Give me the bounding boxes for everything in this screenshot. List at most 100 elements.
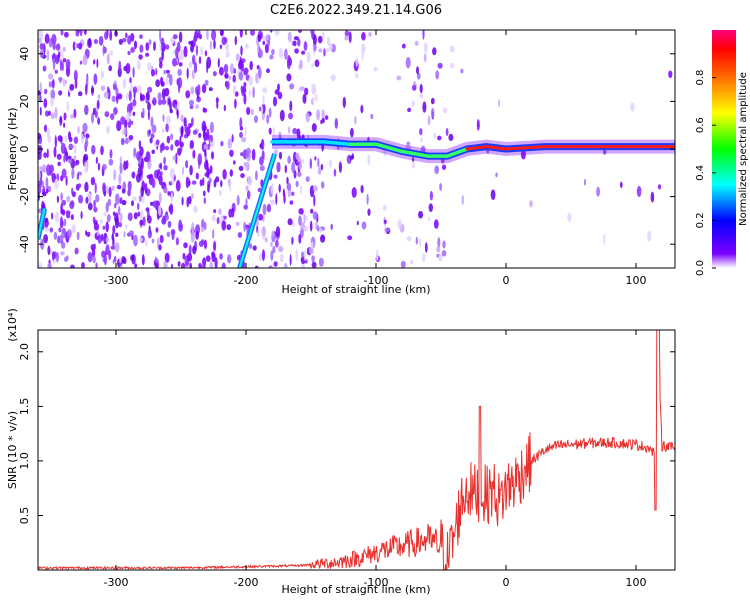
speckle-dot (198, 263, 202, 268)
speckle-dot (298, 30, 302, 33)
speckle-dot (303, 213, 306, 224)
speckle-dot (53, 146, 57, 158)
speckle-dot (53, 231, 58, 240)
speckle-dot (141, 254, 145, 266)
speckle-dot (188, 40, 194, 45)
speckle-dot (223, 63, 229, 74)
speckle-dot (439, 183, 442, 191)
speckle-dot (437, 237, 441, 248)
speckle-dot (312, 185, 318, 192)
speckle-dot (370, 113, 374, 120)
speckle-dot (251, 148, 256, 161)
snr-scale-label: (x10⁴) (6, 308, 19, 342)
speckle-dot (291, 236, 294, 245)
speckle-dot (128, 134, 134, 141)
speckle-dot (152, 200, 158, 208)
speckle-dot (298, 162, 303, 170)
speckle-dot (237, 232, 243, 238)
speckle-dot (284, 48, 288, 60)
speckle-dot (51, 78, 55, 89)
speckle-dot (269, 54, 274, 60)
speckle-dot (274, 30, 280, 36)
speckle-dot (98, 35, 104, 46)
snr-x-ticks: -300 -200 -100 0 100 (104, 330, 647, 589)
speckle-dot (234, 35, 237, 46)
speckle-dot (204, 149, 207, 157)
speckle-dot (94, 182, 97, 194)
speckle-dot (246, 227, 249, 233)
speckle-dot (71, 187, 74, 195)
speckle-dot (460, 68, 464, 74)
speckle-dot (262, 94, 265, 105)
speckle-dot (201, 83, 207, 94)
speckle-dot (122, 78, 127, 89)
speckle-dot (78, 91, 83, 97)
speckle-dot (302, 93, 307, 104)
speckle-dot (64, 31, 69, 38)
speckle-dot (150, 69, 156, 77)
speckle-dot (271, 48, 275, 56)
speckle-dot (306, 51, 311, 63)
speckle-dot (106, 86, 110, 93)
speckle-dot (49, 227, 53, 233)
speckle-dot (159, 61, 163, 69)
x-tick-label: -300 (104, 576, 129, 589)
speckle-dot (179, 48, 185, 61)
speckle-dot (161, 217, 167, 225)
speckle-dot (69, 201, 75, 210)
speckle-dot (102, 44, 105, 56)
speckle-dot (318, 48, 323, 53)
speckle-dot (131, 200, 134, 207)
speckle-dot (192, 245, 197, 255)
speckle-dot (213, 240, 217, 252)
speckle-dot (243, 204, 248, 210)
speckle-dot (109, 50, 114, 56)
speckle-dot (259, 165, 265, 172)
speckle-dot (278, 131, 282, 138)
speckle-dot (245, 185, 249, 191)
speckle-dot (266, 114, 270, 124)
speckle-dot (268, 265, 273, 268)
speckle-dot (311, 255, 315, 263)
speckle-dot (240, 152, 244, 157)
speckle-dot (315, 93, 318, 103)
speckle-dot (85, 83, 88, 96)
speckle-dot (177, 147, 182, 156)
speckle-dot (91, 112, 94, 124)
speckle-dot (278, 183, 281, 193)
speckle-dot (301, 251, 305, 258)
speckle-dot (172, 49, 176, 55)
speckle-dot (114, 203, 117, 209)
speckle-dot (103, 211, 107, 217)
speckle-dot (250, 30, 255, 36)
speckle-dot (411, 84, 417, 91)
speckle-dot (276, 161, 281, 173)
speckle-dot (108, 158, 114, 166)
speckle-dot (48, 73, 53, 80)
speckle-dot (166, 135, 171, 144)
speckle-dot (247, 175, 253, 187)
speckle-dot (54, 136, 58, 149)
speckle-dot (147, 215, 152, 224)
speckle-dot (121, 188, 126, 194)
y-tick-label: 1.5 (18, 398, 31, 416)
speckle-dot (200, 265, 206, 268)
speckle-dot (239, 117, 243, 129)
speckle-dot (192, 149, 196, 159)
speckle-dot (190, 86, 195, 95)
speckle-dot (304, 87, 309, 96)
speckle-dot (287, 155, 291, 164)
speckle-dot (83, 153, 89, 162)
speckle-dot (216, 100, 219, 110)
speckle-dot (221, 220, 227, 231)
speckle-dot (278, 151, 283, 160)
speckle-dot (202, 190, 206, 197)
speckle-dot (209, 165, 213, 172)
speckle-dot (267, 39, 271, 47)
speckle-dot (218, 190, 222, 196)
speckle-dot (110, 113, 115, 120)
speckle-dot (198, 240, 204, 247)
speckle-dot (308, 247, 314, 255)
speckle-dot (227, 138, 232, 150)
